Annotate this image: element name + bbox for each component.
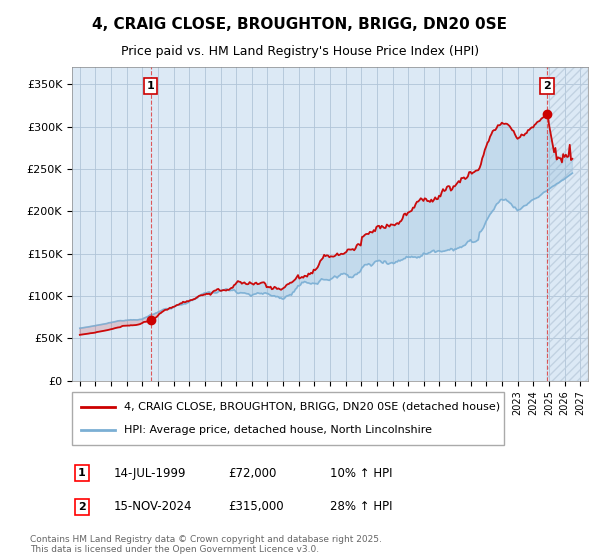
Text: HPI: Average price, detached house, North Lincolnshire: HPI: Average price, detached house, Nort…: [124, 425, 432, 435]
Text: £315,000: £315,000: [228, 500, 284, 514]
FancyBboxPatch shape: [72, 392, 504, 445]
Text: Contains HM Land Registry data © Crown copyright and database right 2025.
This d: Contains HM Land Registry data © Crown c…: [30, 535, 382, 554]
Text: 4, CRAIG CLOSE, BROUGHTON, BRIGG, DN20 0SE (detached house): 4, CRAIG CLOSE, BROUGHTON, BRIGG, DN20 0…: [124, 402, 500, 412]
Text: 2: 2: [543, 81, 551, 91]
Text: 14-JUL-1999: 14-JUL-1999: [114, 466, 187, 480]
Text: 1: 1: [147, 81, 155, 91]
Text: 4, CRAIG CLOSE, BROUGHTON, BRIGG, DN20 0SE: 4, CRAIG CLOSE, BROUGHTON, BRIGG, DN20 0…: [92, 17, 508, 32]
Text: 28% ↑ HPI: 28% ↑ HPI: [330, 500, 392, 514]
Text: 1: 1: [78, 468, 86, 478]
Text: 10% ↑ HPI: 10% ↑ HPI: [330, 466, 392, 480]
Text: Price paid vs. HM Land Registry's House Price Index (HPI): Price paid vs. HM Land Registry's House …: [121, 45, 479, 58]
Text: 15-NOV-2024: 15-NOV-2024: [114, 500, 193, 514]
Text: 2: 2: [78, 502, 86, 512]
Text: £72,000: £72,000: [228, 466, 277, 480]
Bar: [547, 67, 588, 381]
